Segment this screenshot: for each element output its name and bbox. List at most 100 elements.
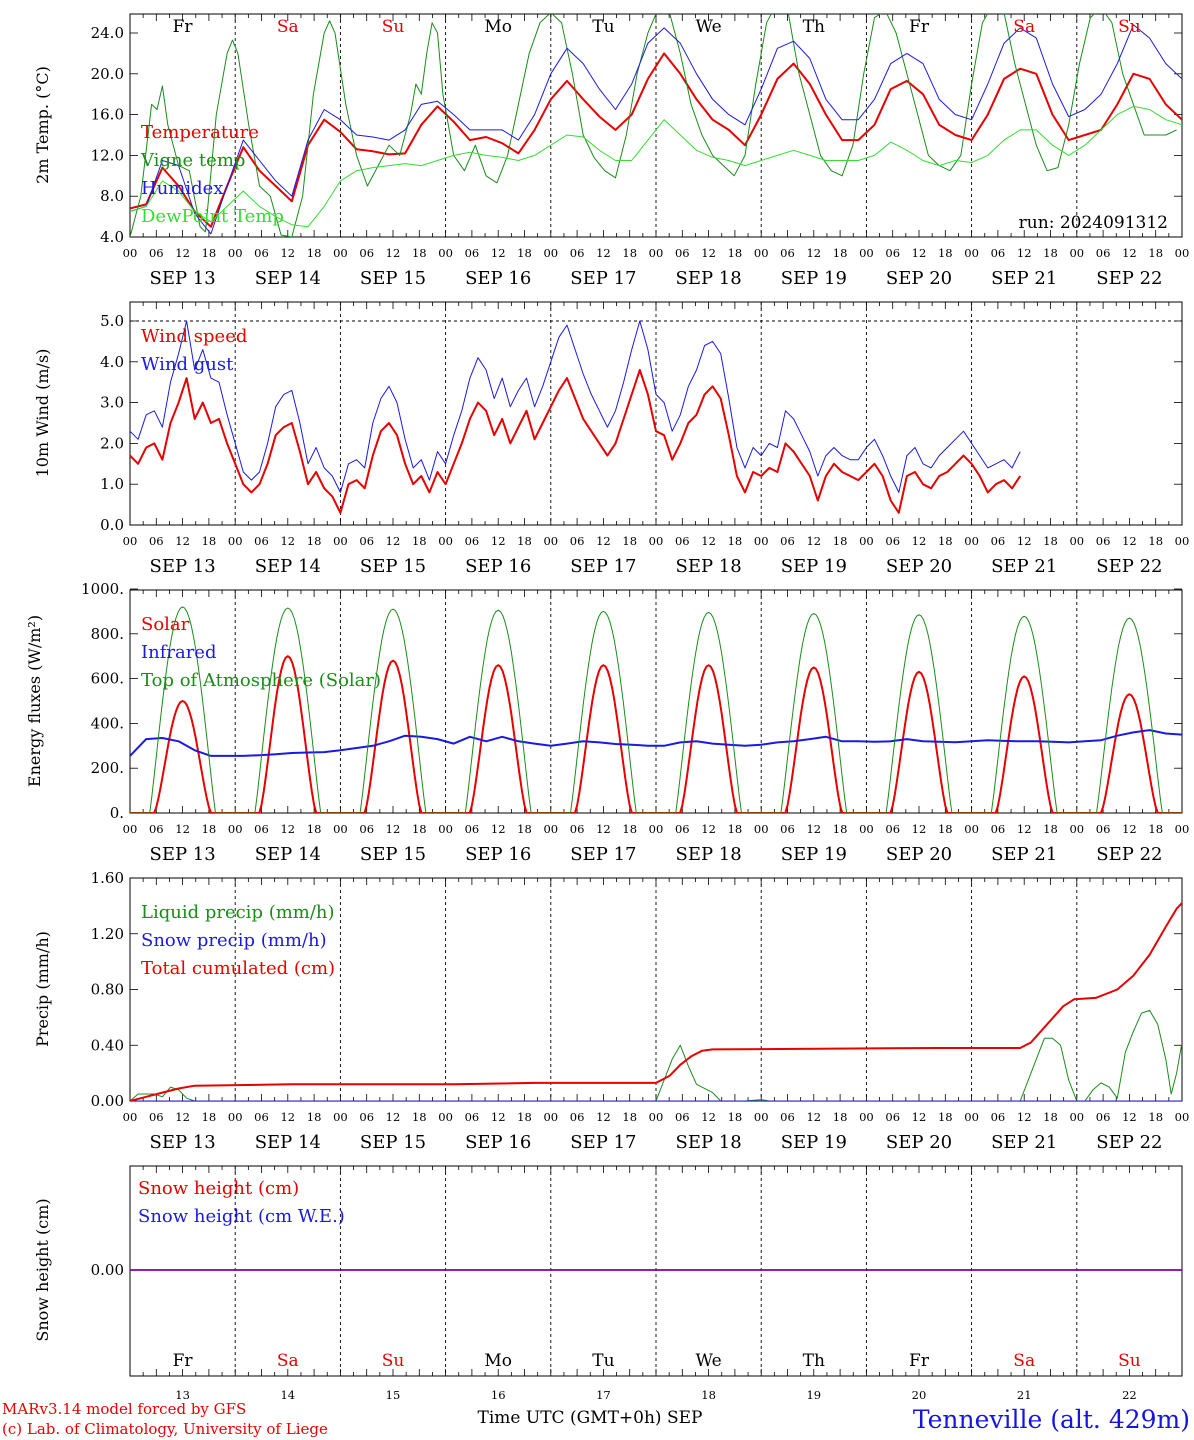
y-tick-label: 1.60	[91, 869, 124, 887]
x-tick-label: 06	[1096, 822, 1111, 836]
y-tick-label: 600.	[91, 670, 124, 688]
day-name-bottom: Sa	[1013, 1351, 1035, 1371]
x-tick-label: 00	[228, 246, 243, 260]
day-name-top: Su	[382, 17, 405, 37]
x-tick-label: 00	[123, 534, 138, 548]
legend-entry: Liquid precip (mm/h)	[141, 902, 335, 923]
panel-5: 0.00 Snow height (cm) Snow height (cm) Snow…	[33, 1165, 1183, 1377]
x-tick-label: 12	[386, 1110, 401, 1124]
x-tick-label: 06	[991, 1110, 1006, 1124]
x-tick-label: 00	[649, 822, 664, 836]
date-label: SEP 19	[781, 268, 847, 289]
date-label: SEP 14	[255, 844, 321, 865]
series-group	[130, 902, 1182, 1101]
run-label: run: 2024091312	[1019, 213, 1168, 233]
x-tick-label: 00	[1069, 1110, 1084, 1124]
x-tick-label: 18	[412, 1110, 427, 1124]
date-label: SEP 19	[781, 1132, 847, 1153]
date-label: SEP 15	[360, 844, 426, 865]
y-tick-label: 16.0	[91, 106, 124, 124]
x-tick-label: 00	[754, 822, 769, 836]
x-tick-label: 00	[859, 246, 874, 260]
day-name-bottom: Fr	[173, 1351, 194, 1371]
date-label: SEP 22	[1096, 268, 1162, 289]
x-tick-label: 18	[1043, 822, 1058, 836]
x-tick-label: 00	[1069, 246, 1084, 260]
series-line-wind-gust	[130, 320, 1021, 493]
legend-entry: Top of Atmosphere (Solar)	[141, 670, 381, 691]
x-tick-label: 12	[280, 534, 295, 548]
day-number: 21	[1017, 1388, 1032, 1402]
x-tick-label: 06	[254, 822, 269, 836]
x-tick-label: 18	[202, 246, 217, 260]
x-tick-label: 18	[1148, 1110, 1163, 1124]
date-label: SEP 22	[1096, 556, 1162, 577]
x-tick-label: 12	[280, 1110, 295, 1124]
labels: Fr Fr 13 Sa Sa 14 Su Su 15 Mo Mo 16 Tu Tu 17 We We 18 Th Th…	[2, 17, 1190, 1438]
y-tick-label: 200.	[91, 759, 124, 777]
x-tick-label: 06	[675, 246, 690, 260]
x-tick-label: 00	[438, 822, 453, 836]
y-tick-label: 8.0	[100, 187, 124, 205]
x-tick-label: 12	[1017, 1110, 1032, 1124]
x-tick-label: 12	[596, 246, 611, 260]
x-tick-label: 12	[491, 534, 506, 548]
x-tick-label: 12	[175, 246, 190, 260]
date-label: SEP 18	[675, 844, 741, 865]
x-tick-label: 12	[1122, 1110, 1137, 1124]
x-tick-label: 18	[938, 822, 953, 836]
x-tick-label: 00	[754, 246, 769, 260]
series-group	[130, 606, 1182, 813]
date-label: SEP 17	[570, 268, 636, 289]
date-label: SEP 22	[1096, 1132, 1162, 1153]
series-line-infrared	[130, 729, 1182, 757]
day-name-bottom: Tu	[592, 1351, 614, 1371]
day-number: 14	[280, 1388, 295, 1402]
station-name: Tenneville (alt. 429m)	[913, 1405, 1190, 1434]
x-tick-label: 12	[806, 822, 821, 836]
day-name-bottom: We	[696, 1351, 722, 1371]
x-tick-label: 00	[1175, 822, 1190, 836]
x-tick-label: 00	[438, 1110, 453, 1124]
y-axis-label: Energy fluxes (W/m²)	[25, 615, 44, 787]
x-tick-label: 12	[175, 822, 190, 836]
y-tick-label: 3.0	[100, 394, 124, 412]
y-tick-label: 0.80	[91, 981, 124, 999]
day-name-bottom: Su	[382, 1351, 405, 1371]
date-label: SEP 14	[255, 1132, 321, 1153]
date-label: SEP 18	[675, 268, 741, 289]
date-label: SEP 16	[465, 844, 531, 865]
x-tick-label: 00	[123, 246, 138, 260]
date-label: SEP 16	[465, 556, 531, 577]
day-name-bottom: Sa	[277, 1351, 299, 1371]
date-label: SEP 17	[570, 1132, 636, 1153]
x-tick-label: 06	[254, 534, 269, 548]
panels: 4.0 8.0 12.0 16.0 20.0 24.0 2m Temp. (°C) Tempe…	[25, 13, 1190, 1377]
series-line-vigne-temp	[130, 14, 1177, 237]
x-tick-label: 06	[675, 534, 690, 548]
x-tick-label: 18	[622, 822, 637, 836]
date-label: SEP 22	[1096, 844, 1162, 865]
x-tick-label: 00	[438, 246, 453, 260]
date-label: SEP 17	[570, 556, 636, 577]
day-number: 13	[175, 1388, 190, 1402]
date-label: SEP 18	[675, 1132, 741, 1153]
date-label: SEP 21	[991, 556, 1057, 577]
x-tick-label: 12	[1017, 534, 1032, 548]
x-tick-label: 06	[359, 1110, 374, 1124]
day-number: 16	[491, 1388, 506, 1402]
panel-4: 0.00 0.40 0.80 1.20 1.60 Precip (mm/h) Liquid …	[33, 869, 1189, 1153]
date-label: SEP 14	[255, 556, 321, 577]
y-tick-label: 0.00	[91, 1261, 124, 1279]
series-line-total-cumulated-cm-	[130, 902, 1182, 1101]
x-tick-label: 00	[333, 1110, 348, 1124]
x-tick-label: 06	[465, 822, 480, 836]
y-tick-label: 2.0	[100, 434, 124, 452]
x-tick-label: 06	[465, 534, 480, 548]
y-tick-label: 400.	[91, 714, 124, 732]
x-tick-label: 06	[991, 534, 1006, 548]
x-tick-label: 06	[991, 822, 1006, 836]
x-tick-label: 06	[254, 246, 269, 260]
x-tick-label: 06	[885, 1110, 900, 1124]
